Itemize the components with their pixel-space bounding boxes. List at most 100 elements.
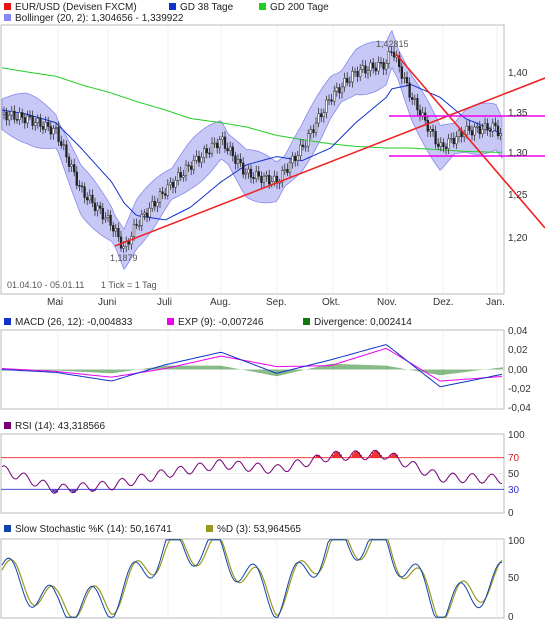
candle-body bbox=[67, 156, 71, 167]
candle-body bbox=[366, 70, 370, 74]
candle-body bbox=[31, 116, 34, 126]
rsi-line bbox=[1, 449, 503, 494]
gd200-line bbox=[1, 67, 502, 153]
candle-body bbox=[486, 123, 489, 131]
candle-body bbox=[153, 201, 156, 207]
candle-body bbox=[239, 158, 242, 164]
stoch-y-axis: 100 50 0 bbox=[508, 536, 525, 623]
price-legend-label: EUR/USD (Devisen FXCM) bbox=[15, 2, 137, 13]
price-y-tick: 1,20 bbox=[508, 233, 528, 244]
stoch-y-tick: 100 bbox=[508, 536, 525, 547]
candle-body bbox=[340, 86, 344, 94]
candle-body bbox=[304, 145, 307, 148]
candle-body bbox=[60, 141, 63, 146]
month-label: Juni bbox=[98, 297, 116, 308]
rsi-legend-label: RSI (14): 43,318566 bbox=[15, 421, 105, 432]
gd38-legend-swatch bbox=[169, 3, 176, 10]
candle-body bbox=[392, 51, 396, 58]
candle-body bbox=[15, 119, 19, 121]
macd-y-tick: 0,02 bbox=[508, 345, 528, 356]
price-legend: EUR/USD (Devisen FXCM) GD 38 Tage GD 200… bbox=[4, 2, 329, 24]
month-label: Juli bbox=[157, 297, 172, 308]
candle-body bbox=[151, 201, 154, 209]
rsi-y-tick: 50 bbox=[508, 469, 520, 480]
candle-body bbox=[197, 155, 201, 163]
candle-body bbox=[49, 126, 52, 135]
candle-body bbox=[369, 62, 372, 71]
candle-body bbox=[252, 177, 255, 180]
tick-info-label: 1 Tick = 1 Tag bbox=[101, 280, 157, 290]
candle-body bbox=[481, 129, 484, 135]
exp-legend-swatch bbox=[167, 318, 174, 325]
price-y-tick: 1,25 bbox=[508, 190, 528, 201]
candle-body bbox=[268, 175, 271, 185]
candle-body bbox=[465, 125, 468, 135]
candle-body bbox=[112, 225, 115, 232]
month-label: Sep. bbox=[266, 297, 287, 308]
price-y-tick: 1,30 bbox=[508, 148, 528, 159]
candle-body bbox=[132, 224, 136, 237]
candle-body bbox=[335, 87, 338, 92]
candle-body bbox=[296, 155, 299, 161]
candle-body bbox=[78, 185, 81, 187]
macd-legend-swatch bbox=[4, 318, 11, 325]
candle-body bbox=[294, 155, 297, 161]
candle-body bbox=[187, 164, 190, 167]
stoch-y-tick: 0 bbox=[508, 612, 514, 623]
candle-body bbox=[255, 171, 258, 180]
candle-body bbox=[473, 126, 476, 136]
candle-body bbox=[411, 97, 414, 100]
candle-body bbox=[36, 117, 39, 124]
candle-body bbox=[156, 202, 159, 207]
candle-body bbox=[325, 99, 328, 113]
candle-body bbox=[439, 142, 442, 147]
bollinger-legend-swatch bbox=[4, 14, 11, 21]
candle-body bbox=[374, 67, 377, 72]
month-label: Nov. bbox=[377, 297, 397, 308]
candle-body bbox=[18, 112, 21, 120]
candle-body bbox=[359, 69, 362, 77]
candle-body bbox=[353, 70, 357, 73]
exp-legend-label: EXP (9): -0,007246 bbox=[178, 317, 264, 328]
stoch-k-line bbox=[1, 539, 503, 618]
candle-body bbox=[177, 172, 180, 181]
candle-body bbox=[119, 236, 123, 249]
candle-body bbox=[361, 65, 364, 70]
candle-body bbox=[234, 155, 237, 164]
candle-body bbox=[299, 144, 302, 157]
stoch-y-tick: 50 bbox=[508, 573, 520, 584]
stoch-d-line bbox=[1, 539, 503, 618]
price-grid bbox=[57, 25, 498, 294]
candle-body bbox=[104, 217, 107, 220]
candle-body bbox=[291, 155, 294, 164]
gd200-legend-label: GD 200 Tage bbox=[270, 2, 329, 13]
trendline-support bbox=[114, 77, 545, 247]
candle-body bbox=[2, 111, 6, 115]
candle-body bbox=[338, 87, 341, 94]
candle-body bbox=[213, 142, 216, 145]
candle-body bbox=[208, 152, 211, 155]
candle-body bbox=[346, 77, 349, 83]
price-candles bbox=[2, 45, 502, 253]
divergence-legend-swatch bbox=[303, 318, 310, 325]
macd-y-tick: 0,00 bbox=[508, 365, 528, 376]
rsi-y-tick: 70 bbox=[508, 453, 520, 464]
trendline-resistance bbox=[395, 53, 545, 229]
rsi-y-tick: 30 bbox=[508, 485, 520, 496]
candle-body bbox=[148, 207, 151, 218]
price-legend-swatch bbox=[4, 3, 11, 10]
candle-body bbox=[73, 164, 76, 173]
rsi-oversold-fill bbox=[52, 489, 114, 494]
price-y-axis: 1,40 1,35 1,30 1,25 1,20 bbox=[508, 68, 528, 244]
month-axis: Mai Juni Juli Aug. Sep. Okt. Nov. Dez. J… bbox=[47, 297, 505, 308]
low-annotation: 1,1879 bbox=[110, 253, 138, 263]
candle-body bbox=[229, 146, 232, 152]
candle-body bbox=[333, 91, 336, 102]
candle-body bbox=[447, 138, 450, 149]
candle-body bbox=[491, 122, 494, 132]
candle-body bbox=[283, 169, 286, 171]
candle-body bbox=[179, 172, 182, 178]
month-label: Okt. bbox=[322, 297, 340, 308]
